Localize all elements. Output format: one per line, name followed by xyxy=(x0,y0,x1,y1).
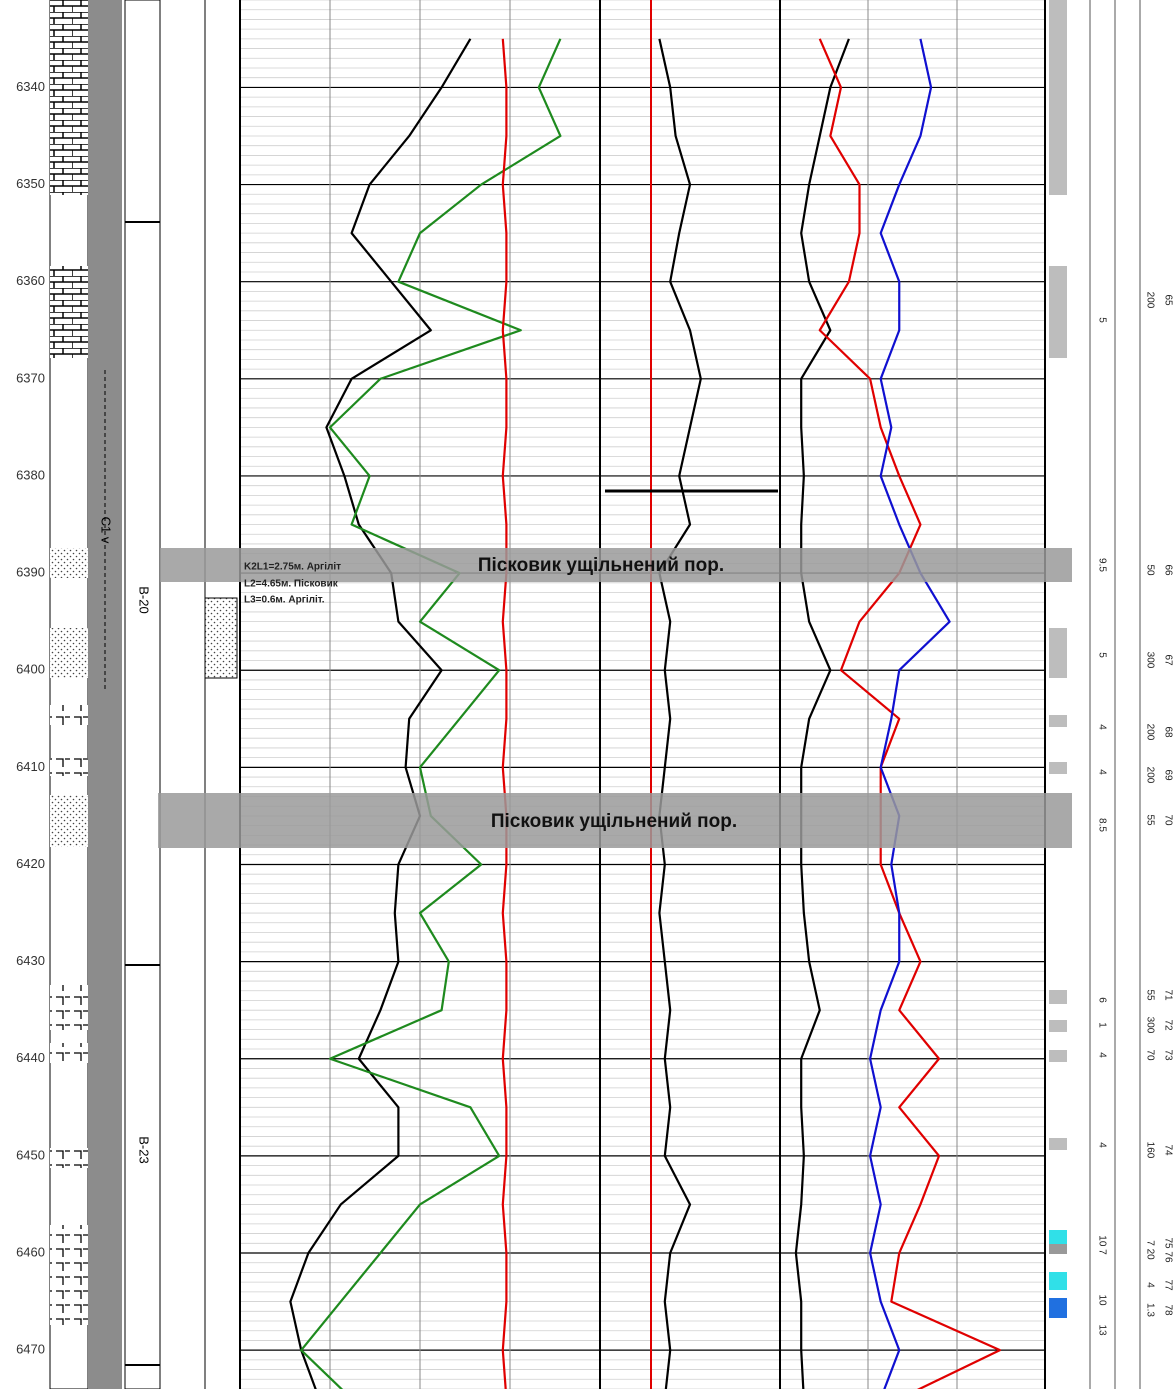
interval-label: 13 xyxy=(1096,1324,1107,1336)
log-curve xyxy=(794,38,850,1389)
interval-label: 69 xyxy=(1162,769,1173,781)
depth-label: 6430 xyxy=(16,953,45,968)
track-border xyxy=(239,0,1046,1389)
interval-label: 74 xyxy=(1162,1144,1173,1156)
interval-label: 75 76 xyxy=(1162,1237,1173,1262)
interval-label: 66 xyxy=(1162,564,1173,576)
interval-label: 67 xyxy=(1162,654,1173,666)
depth-label: 6360 xyxy=(16,273,45,288)
interval-label: 1 xyxy=(1096,1022,1107,1028)
depth-label: 6390 xyxy=(16,565,45,580)
log-curve xyxy=(658,38,702,1389)
interval-label: 8.5 xyxy=(1096,818,1107,832)
interval-label: 300 xyxy=(1144,1017,1155,1034)
interval-label: 7 20 xyxy=(1144,1240,1155,1260)
interval-label: 65 xyxy=(1162,294,1173,306)
strat-column xyxy=(88,0,122,1389)
depth-label: 6410 xyxy=(16,759,45,774)
horizon-label: B-20 xyxy=(137,586,152,613)
interval-label: 77 xyxy=(1162,1279,1173,1291)
depth-label: 6470 xyxy=(16,1342,45,1357)
interval-label: 10 7 xyxy=(1096,1235,1107,1255)
log-curve xyxy=(300,38,562,1389)
interval-label: 9.5 xyxy=(1096,558,1107,572)
log-curve xyxy=(501,38,508,1389)
interval-label: 5 xyxy=(1096,652,1107,658)
interval-label: 4 xyxy=(1096,769,1107,775)
interval-label: 70 xyxy=(1144,1049,1155,1061)
layer-detail xyxy=(204,597,238,679)
grid xyxy=(240,0,1045,1389)
annotation: Пісковик ущільнений пор. xyxy=(478,555,724,576)
interval-label: 5 xyxy=(1096,317,1107,323)
interval-label: 300 xyxy=(1144,652,1155,669)
interval-label: 55 xyxy=(1144,814,1155,826)
horizon-label: B-23 xyxy=(137,1136,152,1163)
interval-label: 200 xyxy=(1144,724,1155,741)
depth-label: 6460 xyxy=(16,1244,45,1259)
strat-label: C1 v xyxy=(99,517,114,544)
annotation: Пісковик ущільнений пор. xyxy=(491,811,737,832)
interval-label: 72 xyxy=(1162,1019,1173,1031)
log-curve xyxy=(868,38,951,1389)
interval-label: 73 xyxy=(1162,1049,1173,1061)
interval-label: 70 xyxy=(1162,814,1173,826)
layer-note: L3=0.6м. Аргіліт. xyxy=(244,595,325,606)
track-grid xyxy=(329,0,958,1389)
interval-label: 160 xyxy=(1144,1142,1155,1159)
interval-label: 10 xyxy=(1096,1294,1107,1306)
annotation-band xyxy=(158,548,1072,848)
depth-label: 6370 xyxy=(16,370,45,385)
lithology xyxy=(49,0,89,1389)
interval-label: 4 xyxy=(1096,1052,1107,1058)
interval-label: 1.3 xyxy=(1144,1303,1155,1317)
horizon-lines xyxy=(125,221,160,1366)
depth-label: 6450 xyxy=(16,1147,45,1162)
interval-label: 6 xyxy=(1096,997,1107,1003)
interval-label: 55 xyxy=(1144,989,1155,1001)
right-flags xyxy=(1049,0,1067,1318)
layer-note: K2L1=2.75м. Аргіліт xyxy=(244,562,341,573)
interval-label: 200 xyxy=(1144,292,1155,309)
interval-label: 68 xyxy=(1162,726,1173,738)
depth-label: 6380 xyxy=(16,467,45,482)
depth-label: 6400 xyxy=(16,662,45,677)
log-curve xyxy=(818,38,1002,1389)
interval-label: 71 xyxy=(1162,989,1173,1001)
interval-label: 50 xyxy=(1144,564,1155,576)
depth-label: 6440 xyxy=(16,1050,45,1065)
interval-label: 4 xyxy=(1096,724,1107,730)
column-border xyxy=(159,0,206,1389)
interval-label: 4 xyxy=(1144,1282,1155,1288)
depth-label: 6340 xyxy=(16,79,45,94)
interval-label: 78 xyxy=(1162,1304,1173,1316)
horizon-column xyxy=(124,0,161,1389)
log-curve xyxy=(289,38,472,1389)
interval-label: 4 xyxy=(1096,1142,1107,1148)
labels: 6340635063606370638063906400641064206430… xyxy=(16,79,1173,1357)
interval-label: 200 xyxy=(1144,767,1155,784)
curves xyxy=(289,38,1002,1389)
depth-label: 6420 xyxy=(16,856,45,871)
column-border xyxy=(1089,0,1141,1389)
depth-label: 6350 xyxy=(16,176,45,191)
layer-note: L2=4.65м. Пісковик xyxy=(244,579,339,590)
